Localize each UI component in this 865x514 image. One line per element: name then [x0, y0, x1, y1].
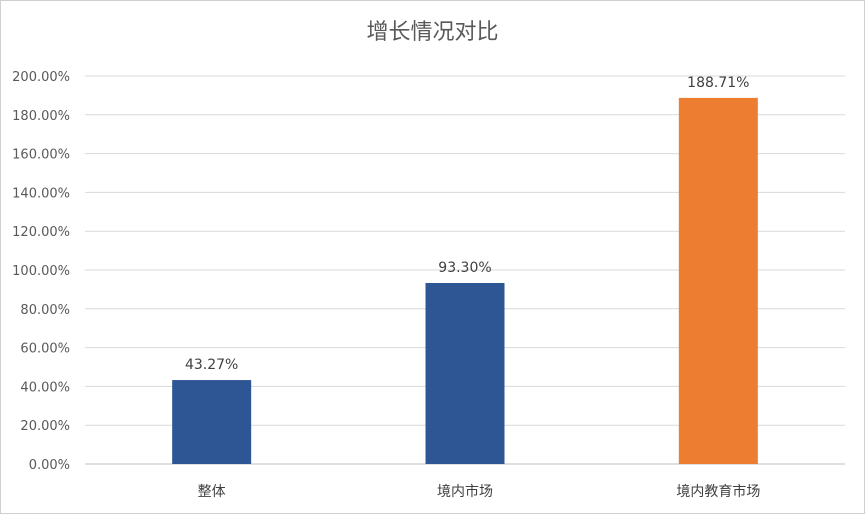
- chart-title: 增长情况对比: [366, 20, 499, 45]
- data-label: 188.71%: [687, 75, 749, 91]
- y-tick-label: 20.00%: [20, 419, 70, 434]
- y-tick-label: 140.00%: [12, 186, 70, 201]
- x-tick-label: 境内教育市场: [676, 483, 760, 500]
- y-tick-label: 0.00%: [29, 458, 70, 473]
- x-tick-label: 整体: [198, 484, 226, 500]
- data-label: 43.27%: [185, 357, 238, 373]
- y-tick-label: 180.00%: [12, 109, 70, 124]
- x-tick-label: 境内市场: [437, 483, 493, 500]
- y-tick-label: 120.00%: [12, 225, 70, 240]
- y-tick-label: 160.00%: [12, 148, 70, 163]
- data-label: 93.30%: [438, 260, 491, 276]
- y-tick-label: 40.00%: [20, 380, 70, 395]
- bar: [425, 282, 505, 464]
- y-tick-label: 60.00%: [20, 342, 70, 357]
- y-tick-label: 80.00%: [20, 303, 70, 318]
- y-tick-label: 200.00%: [12, 70, 70, 85]
- bar: [678, 97, 758, 465]
- y-tick-label: 100.00%: [12, 264, 70, 279]
- bar: [172, 380, 252, 464]
